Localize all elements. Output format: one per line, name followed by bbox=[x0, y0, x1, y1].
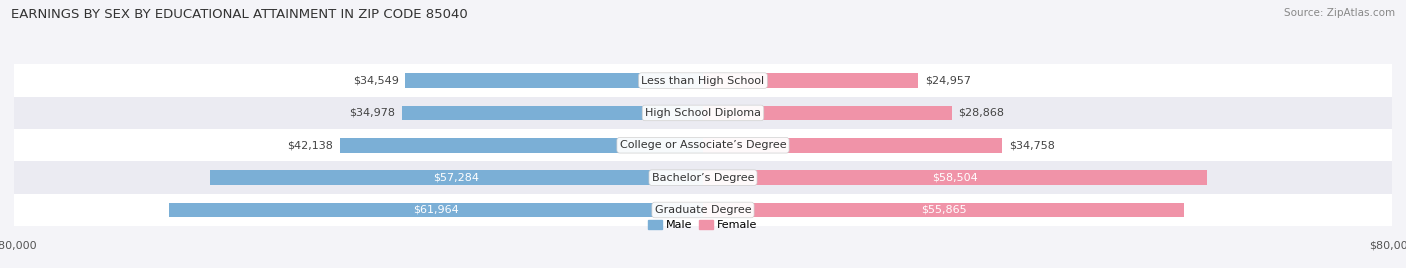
Bar bbox=[14, 64, 1392, 97]
Text: Bachelor’s Degree: Bachelor’s Degree bbox=[652, 173, 754, 183]
Text: EARNINGS BY SEX BY EDUCATIONAL ATTAINMENT IN ZIP CODE 85040: EARNINGS BY SEX BY EDUCATIONAL ATTAINMEN… bbox=[11, 8, 468, 21]
Bar bbox=[14, 129, 1392, 161]
Bar bbox=[340, 138, 703, 152]
Text: $34,978: $34,978 bbox=[349, 108, 395, 118]
Bar bbox=[703, 138, 1002, 152]
Bar bbox=[703, 106, 952, 120]
Bar bbox=[703, 73, 918, 88]
Text: $58,504: $58,504 bbox=[932, 173, 977, 183]
Text: $34,549: $34,549 bbox=[353, 76, 398, 85]
Text: $24,957: $24,957 bbox=[925, 76, 970, 85]
Text: $42,138: $42,138 bbox=[287, 140, 333, 150]
Text: Source: ZipAtlas.com: Source: ZipAtlas.com bbox=[1284, 8, 1395, 18]
Legend: Male, Female: Male, Female bbox=[648, 220, 758, 230]
Text: High School Diploma: High School Diploma bbox=[645, 108, 761, 118]
Text: College or Associate’s Degree: College or Associate’s Degree bbox=[620, 140, 786, 150]
Text: $57,284: $57,284 bbox=[433, 173, 479, 183]
Bar bbox=[703, 203, 1184, 217]
Bar bbox=[14, 97, 1392, 129]
Text: $61,964: $61,964 bbox=[413, 205, 460, 215]
Bar bbox=[209, 170, 703, 185]
Bar bbox=[14, 194, 1392, 226]
Bar bbox=[169, 203, 703, 217]
Bar bbox=[405, 73, 703, 88]
Text: $34,758: $34,758 bbox=[1010, 140, 1054, 150]
Text: Graduate Degree: Graduate Degree bbox=[655, 205, 751, 215]
Text: Less than High School: Less than High School bbox=[641, 76, 765, 85]
Bar bbox=[402, 106, 703, 120]
Bar bbox=[703, 170, 1206, 185]
Text: $55,865: $55,865 bbox=[921, 205, 966, 215]
Bar bbox=[14, 161, 1392, 194]
Text: $28,868: $28,868 bbox=[959, 108, 1004, 118]
